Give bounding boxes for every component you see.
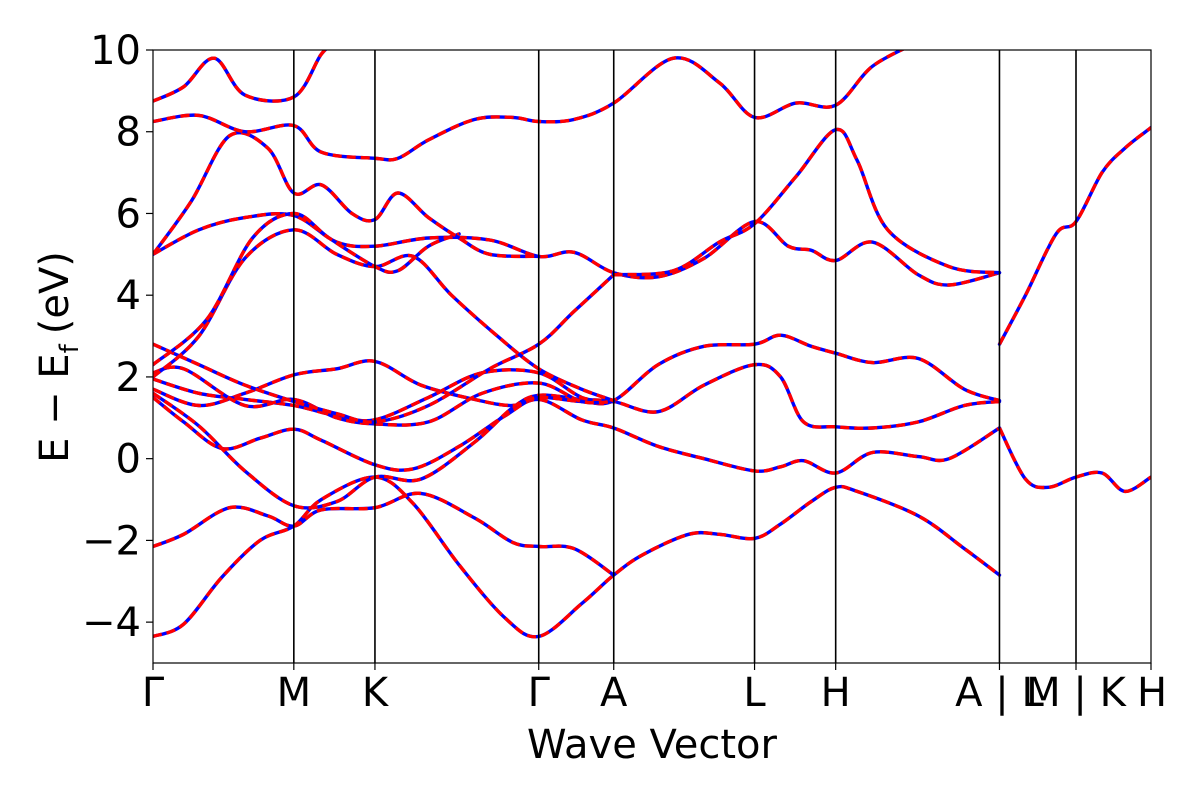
- x-tick-label: H: [1137, 670, 1167, 716]
- y-tick-label: 0: [116, 437, 141, 483]
- kpoint-lines: [293, 50, 1077, 663]
- y-axis-label-subscript: f: [55, 343, 85, 353]
- x-tick-label: M | K: [1026, 670, 1127, 716]
- band-10-red: [153, 211, 460, 367]
- band-11-red: [153, 130, 539, 259]
- plot-frame: [152, 49, 1152, 664]
- band-13-red: [153, 50, 328, 103]
- y-tick-label: 10: [90, 28, 141, 74]
- x-tick-label: A: [600, 670, 628, 716]
- y-tick-label: −4: [82, 600, 141, 646]
- y-tick-label: 8: [116, 110, 141, 156]
- y-tick-label: 6: [116, 191, 141, 237]
- y-axis-label-main: E − E: [32, 353, 78, 463]
- x-tick-label: A | L: [955, 670, 1044, 716]
- x-tick-label: M: [277, 670, 312, 716]
- y-tick-label: 4: [116, 273, 141, 319]
- x-tick-label: K: [362, 670, 390, 716]
- y-tick-label: −2: [82, 518, 141, 564]
- band-7-red: [153, 273, 615, 424]
- x-axis-label: Wave Vector: [527, 722, 778, 768]
- x-tick-label: Γ: [142, 670, 165, 716]
- band-14-red: [613, 127, 1000, 277]
- y-tick-label: 2: [116, 355, 141, 401]
- band-2-red: [153, 396, 1001, 475]
- x-tick-label: H: [821, 670, 851, 716]
- y-axis-label: E − Ef (eV): [32, 251, 85, 463]
- x-tick-label: Γ: [528, 670, 551, 716]
- x-tick-label: L: [743, 670, 766, 716]
- y-axis-label-unit: (eV): [32, 251, 78, 334]
- band-12-red: [153, 50, 906, 162]
- y-axis-ticks: −4 −2 0 2 4 6 8 10: [82, 28, 153, 646]
